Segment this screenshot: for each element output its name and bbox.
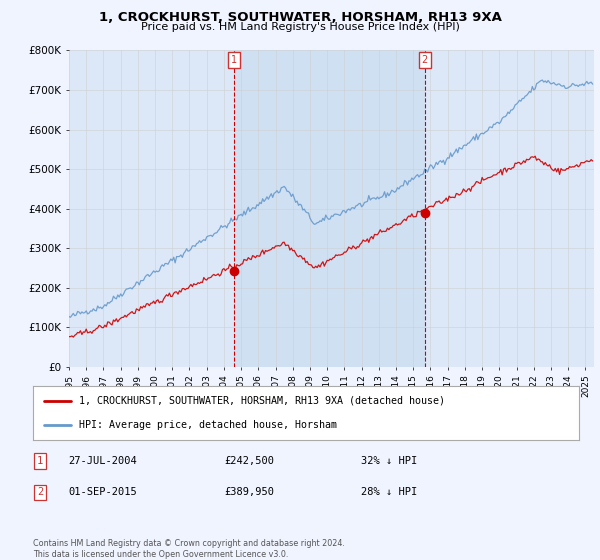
Text: 01-SEP-2015: 01-SEP-2015 (68, 487, 137, 497)
Bar (234, 50, 425, 367)
Text: 1, CROCKHURST, SOUTHWATER, HORSHAM, RH13 9XA (detached house): 1, CROCKHURST, SOUTHWATER, HORSHAM, RH13… (79, 396, 445, 406)
Text: 2: 2 (37, 487, 43, 497)
Text: £242,500: £242,500 (224, 456, 274, 466)
Text: 1: 1 (230, 55, 237, 65)
Text: 28% ↓ HPI: 28% ↓ HPI (361, 487, 417, 497)
Text: 27-JUL-2004: 27-JUL-2004 (68, 456, 137, 466)
Text: 32% ↓ HPI: 32% ↓ HPI (361, 456, 417, 466)
Text: Price paid vs. HM Land Registry's House Price Index (HPI): Price paid vs. HM Land Registry's House … (140, 22, 460, 32)
Text: 1: 1 (37, 456, 43, 466)
Text: 2: 2 (422, 55, 428, 65)
Text: HPI: Average price, detached house, Horsham: HPI: Average price, detached house, Hors… (79, 420, 337, 430)
Text: £389,950: £389,950 (224, 487, 274, 497)
Text: Contains HM Land Registry data © Crown copyright and database right 2024.
This d: Contains HM Land Registry data © Crown c… (33, 539, 345, 559)
Text: 1, CROCKHURST, SOUTHWATER, HORSHAM, RH13 9XA: 1, CROCKHURST, SOUTHWATER, HORSHAM, RH13… (98, 11, 502, 24)
